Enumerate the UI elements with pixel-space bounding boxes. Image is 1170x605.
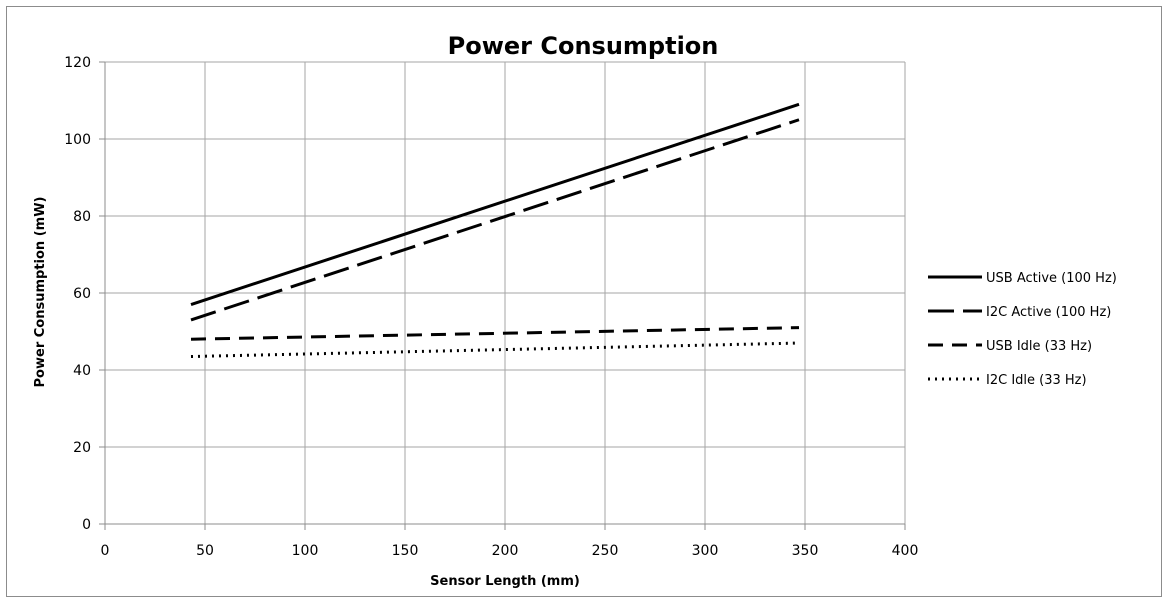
y-tick-label: 60: [73, 286, 91, 302]
series-line-2: [190, 118, 800, 322]
x-tick-label: 200: [492, 543, 519, 559]
x-tick-label: 350: [792, 543, 819, 559]
y-tick-label: 0: [82, 517, 91, 533]
y-axis-title: Power Consumption (mW): [33, 197, 48, 388]
x-tick-label: 400: [892, 543, 919, 559]
y-tick-label: 40: [73, 363, 91, 379]
x-tick-label: 250: [592, 543, 619, 559]
legend-label-1: USB Active (100 Hz): [986, 271, 1117, 286]
series-line-4: [190, 341, 800, 359]
tick-labels: 0 50 100 150 200 250 300 350 400 0 20 40 60 80 100 120: [64, 55, 918, 559]
series-lines: [190, 102, 800, 359]
x-tick-label: 50: [196, 543, 214, 559]
legend-label-4: I2C Idle (33 Hz): [986, 373, 1087, 388]
x-tick-label: 150: [392, 543, 419, 559]
x-tick-label: 100: [292, 543, 319, 559]
grid: [99, 61, 906, 530]
x-tick-label: 300: [692, 543, 719, 559]
x-tick-label: 0: [101, 543, 110, 559]
y-tick-label: 80: [73, 209, 91, 225]
y-tick-label: 20: [73, 440, 91, 456]
y-tick-label: 100: [64, 132, 91, 148]
y-tick-label: 120: [64, 55, 91, 71]
legend-label-2: I2C Active (100 Hz): [986, 305, 1111, 320]
series-line-1: [190, 102, 800, 306]
legend: USB Active (100 Hz) I2C Active (100 Hz) US…: [928, 271, 1117, 388]
chart-title: Power Consumption: [448, 32, 719, 60]
series-line-3: [190, 326, 800, 341]
legend-label-3: USB Idle (33 Hz): [986, 339, 1092, 354]
x-axis-title: Sensor Length (mm): [430, 574, 580, 589]
